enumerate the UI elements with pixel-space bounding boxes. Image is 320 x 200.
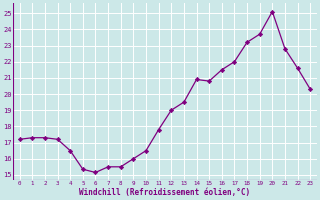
X-axis label: Windchill (Refroidissement éolien,°C): Windchill (Refroidissement éolien,°C) (79, 188, 251, 197)
